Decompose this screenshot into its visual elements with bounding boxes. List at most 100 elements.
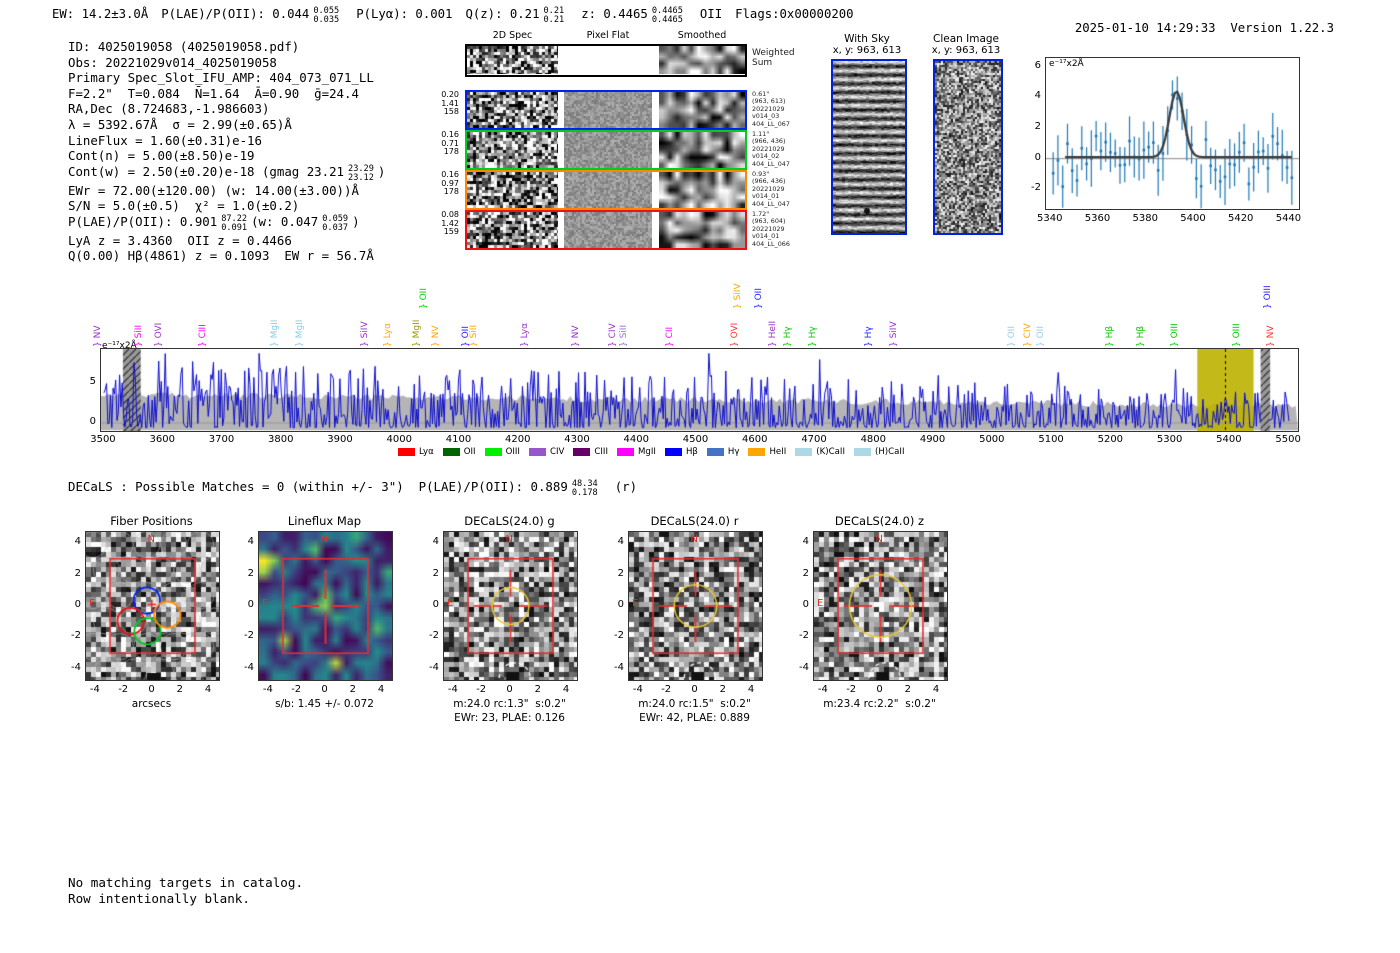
- legend-swatch: [617, 448, 634, 456]
- legend-item: Hβ: [664, 447, 698, 457]
- emission-line-label: } OII: [419, 288, 430, 309]
- cutout-title: Fiber Positions: [110, 514, 193, 528]
- emission-line-label: } Lyα: [520, 322, 531, 347]
- spec2d-right-value: 20221029: [752, 144, 785, 153]
- cutout-ytick: 4: [74, 536, 81, 548]
- emission-line-label: } OIII: [1262, 285, 1273, 309]
- spec2d-row: [465, 130, 747, 170]
- header-metric-text: z: 0.4465: [581, 7, 648, 21]
- amp-panel-title: Clean Image: [932, 33, 1000, 45]
- emission-line-label: } NV: [92, 325, 103, 347]
- spec2d-right-value: (966, 436): [752, 177, 786, 186]
- cutout-ytick: -2: [429, 630, 439, 642]
- cutout-ytick: 0: [432, 599, 439, 610]
- emission-line-label: } Lyα: [383, 322, 394, 347]
- header-metric-text: OII: [699, 7, 723, 21]
- cutout-ytick: -4: [71, 661, 81, 673]
- legend-item: Lyα: [398, 447, 434, 457]
- header-metric-segment: OII: [700, 7, 722, 21]
- spec2d-right-value: v014_01: [752, 232, 780, 241]
- full-spectrum-xtick: 4700: [801, 434, 827, 445]
- header-metric-segment: Flags:0x00000200: [735, 7, 853, 21]
- info-line: Cont(w) = 2.50(±0.20)e-18 (gmag 23.21 23.…: [68, 164, 385, 183]
- header-metric-stacked-value: 0.055 0.035: [313, 7, 339, 25]
- compass-east: E: [89, 598, 96, 609]
- info-text: Q(0.00) Hβ(4861) z = 0.1093 EW r = 56.7Å: [68, 248, 374, 264]
- legend-item: CIV: [528, 447, 564, 457]
- decals-segment: DECaLS : Possible Matches = 0 (within +/…: [68, 479, 602, 497]
- spec2d-left-value: 1.41: [441, 98, 459, 108]
- full-spectrum-axes: [100, 348, 1299, 432]
- info-text: LyA z = 3.4360 OII z = 0.4466: [68, 232, 292, 248]
- catalog-match-summary: DECaLS : Possible Matches = 0 (within +/…: [68, 479, 650, 498]
- amp-panel-title: With Sky: [844, 33, 890, 45]
- spec2d-left-value: 0.97: [441, 178, 459, 188]
- cutout-xtick: -4: [447, 684, 458, 695]
- emission-line-label: } CIII: [197, 324, 208, 347]
- cutout-image-decals: [628, 531, 763, 681]
- fit-plot-axes: [1045, 57, 1300, 210]
- info-stack-top: 23.29: [348, 163, 374, 174]
- spec2d-left-value: 1.42: [441, 218, 459, 228]
- spec2d-right-value: 20221029: [752, 224, 785, 233]
- info-text: F=2.2" T=0.084 N̄=1.64 Ā=0.90 ḡ=24.4: [68, 85, 359, 101]
- info-line: λ = 5392.67Å σ = 2.99(±0.65)Å: [68, 117, 385, 133]
- legend-item: HeII: [748, 447, 786, 457]
- legend-swatch: [706, 448, 724, 456]
- spec2d-right-value: 404_LL_067: [752, 119, 790, 128]
- cutout-xtick: 4: [377, 684, 385, 695]
- full-spectrum-xtick: 4900: [919, 434, 946, 445]
- cutout-ytick: -2: [71, 630, 81, 642]
- emission-line-label: } SiIV: [733, 283, 744, 309]
- full-spectrum-xtick: 4200: [505, 434, 531, 445]
- spec2d-right-value: 20221029: [752, 184, 785, 193]
- full-spectrum-xtick: 5500: [1275, 434, 1301, 445]
- spec2d-left-value: 0.20: [441, 90, 459, 99]
- spec2d-right-value: 404_LL_066: [752, 239, 790, 248]
- spec2d-row-left-values: 0.16 0.71 178: [429, 130, 459, 157]
- header-metric-text: Flags:0x00000200: [735, 7, 854, 21]
- cutout-xtick: 4: [932, 684, 940, 695]
- cutout-xtick: 0: [148, 684, 155, 695]
- info-text: ): [377, 163, 386, 179]
- legend-swatch: [528, 448, 546, 456]
- info-text: ): [352, 213, 360, 229]
- spec2d-row-right-values: 0.61" (963, 613) 20221029 v014_03 404_LL_067: [752, 90, 790, 128]
- cutout-ytick: -2: [799, 630, 809, 642]
- cutout-image-decals: [443, 531, 578, 681]
- fit-plot-xtick: 5400: [1180, 213, 1206, 224]
- cutout-xlabel: arcsecs: [131, 698, 172, 710]
- spec2d-right-value: (963, 613): [752, 97, 786, 106]
- emission-line-label: } Hγ: [783, 326, 794, 347]
- cutout-image-decals: [813, 531, 948, 681]
- full-spectrum-xtick: 3600: [149, 434, 175, 445]
- compass-north: N: [690, 534, 698, 545]
- info-text: Primary Spec_Slot_IFU_AMP: 404_073_071_L…: [68, 70, 374, 86]
- info-stacked-value: 23.29 23.12: [348, 165, 374, 183]
- info-line: LyA z = 3.4360 OII z = 0.4466: [68, 233, 385, 249]
- cutout-ytick: 4: [617, 536, 624, 548]
- info-line: S/N = 5.0(±0.5) χ² = 1.0(±0.2): [68, 198, 385, 214]
- cutout-ytick: 2: [617, 567, 624, 579]
- info-text: Cont(n) = 5.00(±8.50)e-19: [68, 148, 255, 164]
- legend-item: OII: [442, 447, 476, 457]
- legend-swatch: [398, 448, 415, 456]
- header-metric-text: P(Lyα): 0.001: [356, 7, 453, 21]
- cutout-ytick: 0: [74, 599, 81, 610]
- spec2d-image: [659, 132, 745, 168]
- cutout-title: Lineflux Map: [287, 514, 362, 528]
- cutout-ytick: 2: [247, 567, 254, 579]
- emission-line-label: } Hγ: [863, 326, 874, 347]
- spec2d-left-value: 0.16: [441, 130, 459, 139]
- info-text: λ = 5392.67Å σ = 2.99(±0.65)Å: [68, 116, 292, 132]
- cutout-ytick: 4: [432, 536, 439, 548]
- info-text: Cont(w) = 2.50(±0.20)e-18 (gmag 23.21: [68, 163, 345, 179]
- info-text: LineFlux = 1.60(±0.31)e-16: [68, 132, 262, 148]
- full-spectrum-xtick: 4300: [564, 434, 590, 445]
- spec2d-image: [659, 92, 745, 128]
- full-spectrum-canvas: [101, 349, 1298, 431]
- spec2d-right-value: 404_LL_047: [752, 159, 790, 168]
- info-text: S/N = 5.0(±0.5) χ² = 1.0(±0.2): [68, 198, 300, 214]
- amp-panel-coords: x, y: 963, 613: [832, 45, 902, 56]
- spec2d-row-right-values: 0.93" (966, 436) 20221029 v014_01 404_LL_047: [752, 170, 790, 208]
